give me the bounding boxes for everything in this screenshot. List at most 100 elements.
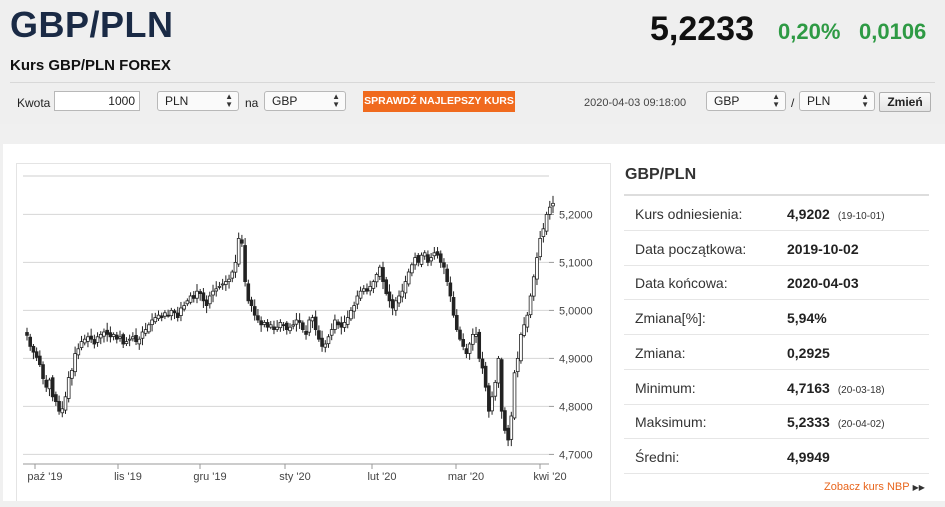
best-rate-button[interactable]: SPRAWDŹ NAJLEPSZY KURS — [363, 91, 515, 112]
stat-value-text: 4,7163 — [787, 379, 830, 396]
stat-value: 4,7163 (20-03-18) — [787, 380, 885, 396]
candle-body — [134, 334, 138, 343]
candle-body — [147, 324, 151, 333]
candle-body — [368, 286, 372, 292]
from-currency-select[interactable]: PLN ▲ ▼ — [157, 91, 239, 111]
candle-body — [339, 322, 344, 328]
to-currency-value: GBP — [272, 94, 298, 108]
change-pair-button[interactable]: Zmień — [879, 92, 931, 112]
pair-to-select[interactable]: PLN ▲ ▼ — [799, 91, 875, 111]
stat-date: (20-04-02) — [837, 419, 885, 431]
candle-body — [365, 288, 369, 292]
candle-body — [541, 228, 546, 237]
stat-value-text: 5,2333 — [787, 414, 830, 431]
candle-body — [483, 365, 488, 388]
candle-body — [358, 290, 363, 299]
candle-body — [442, 262, 446, 268]
candle-body — [201, 292, 206, 302]
candle-body — [60, 408, 65, 414]
pair-title: GBP/PLN — [10, 4, 174, 45]
stat-row: Minimum: 4,7163 (20-03-18) — [624, 371, 929, 405]
select-arrows-icon: ▲ ▼ — [772, 92, 780, 109]
candle-body — [159, 315, 164, 319]
stat-value: 5,2333 (20-04-02) — [787, 414, 885, 430]
candle-body — [403, 281, 408, 294]
candle-body — [179, 307, 183, 316]
candle-body — [169, 309, 174, 317]
pair-from-select[interactable]: GBP ▲ ▼ — [706, 91, 786, 111]
candle-body — [512, 372, 517, 419]
candle-body — [471, 333, 475, 345]
candlestick-chart: 5,2000 5,1000 5,0000 4,9000 4,8000 4,7000 paź … — [23, 175, 593, 483]
select-arrows-icon: ▲ ▼ — [225, 92, 233, 109]
candle-body — [506, 427, 510, 441]
candle-body — [143, 329, 148, 334]
candle-body — [278, 321, 283, 329]
candle-body — [538, 238, 542, 258]
candle-body — [66, 377, 71, 399]
pair-separator: / — [791, 96, 795, 110]
x-tick-label: paź '19 — [27, 471, 62, 483]
stat-row: Data końcowa: 2020-04-03 — [624, 266, 929, 301]
candle-body — [445, 268, 449, 283]
candle-body — [214, 288, 219, 292]
pair-subtitle: Kurs GBP/PLN FOREX — [10, 57, 171, 74]
candle-body — [153, 317, 158, 323]
candle-body — [323, 343, 328, 348]
x-tick-label: sty '20 — [279, 471, 310, 483]
candle-body — [477, 331, 482, 359]
select-arrows-icon: ▲ ▼ — [332, 92, 340, 109]
candle-body — [131, 336, 135, 340]
candle-body — [204, 299, 209, 307]
amount-label: Kwota — [17, 96, 51, 110]
amount-input[interactable]: 1000 — [54, 91, 140, 111]
candle-body — [448, 282, 453, 297]
candle-body — [355, 295, 360, 305]
candle-body — [252, 306, 257, 316]
candle-body — [496, 357, 501, 384]
change-percent: 0,20% — [778, 19, 841, 44]
candle-body — [124, 341, 129, 344]
nbp-link-label: Zobacz kurs NBP — [824, 481, 910, 493]
stat-value-text: 2019-10-02 — [787, 240, 859, 257]
candle-body — [34, 351, 39, 358]
candle-body — [294, 319, 299, 325]
candle-body — [195, 290, 199, 299]
candle-body — [509, 415, 514, 440]
candle-body — [329, 329, 334, 336]
stat-label: Zmiana[%]: — [635, 310, 706, 327]
candle-body — [243, 245, 247, 282]
candle-body — [217, 286, 222, 288]
candle-body — [422, 252, 427, 257]
stat-value: 4,9202 (19-10-01) — [787, 206, 885, 222]
x-tick-label: gru '19 — [193, 471, 226, 483]
candle-body — [31, 345, 36, 353]
x-tick-label: kwi '20 — [533, 471, 566, 483]
candle-body — [137, 338, 142, 345]
candle-body — [416, 255, 421, 263]
candle-body — [413, 257, 417, 266]
candle-body — [480, 358, 485, 369]
candle-body — [519, 333, 523, 362]
stat-value: 0,2925 — [787, 345, 830, 361]
candle-body — [41, 364, 45, 379]
to-currency-select[interactable]: GBP ▲ ▼ — [264, 91, 346, 111]
stat-row: Data początkowa: 2019-10-02 — [624, 232, 929, 266]
candle-body — [301, 322, 305, 331]
candle-body — [493, 381, 498, 397]
stat-row: Kurs odniesienia: 4,9202 (19-10-01) — [624, 197, 929, 231]
candle-body — [333, 319, 337, 330]
price-chart: 5,2000 5,1000 5,0000 4,9000 4,8000 4,7000 paź … — [16, 163, 611, 501]
candle-body — [25, 332, 29, 336]
candle-body — [288, 326, 292, 332]
candle-body — [249, 299, 254, 307]
candle-body — [522, 324, 526, 336]
y-tick-label: 4,9000 — [559, 353, 593, 365]
candle-body — [438, 253, 443, 263]
candle-body — [262, 321, 267, 325]
nbp-rate-link[interactable]: Zobacz kurs NBP ▶▶ — [824, 481, 925, 493]
candle-body — [208, 295, 212, 305]
candle-body — [54, 394, 58, 403]
converter-toolbar: Kwota 1000 PLN ▲ ▼ na GBP ▲ ▼ SPRAWDŹ NAJL… — [0, 89, 945, 117]
content-area — [3, 144, 945, 501]
